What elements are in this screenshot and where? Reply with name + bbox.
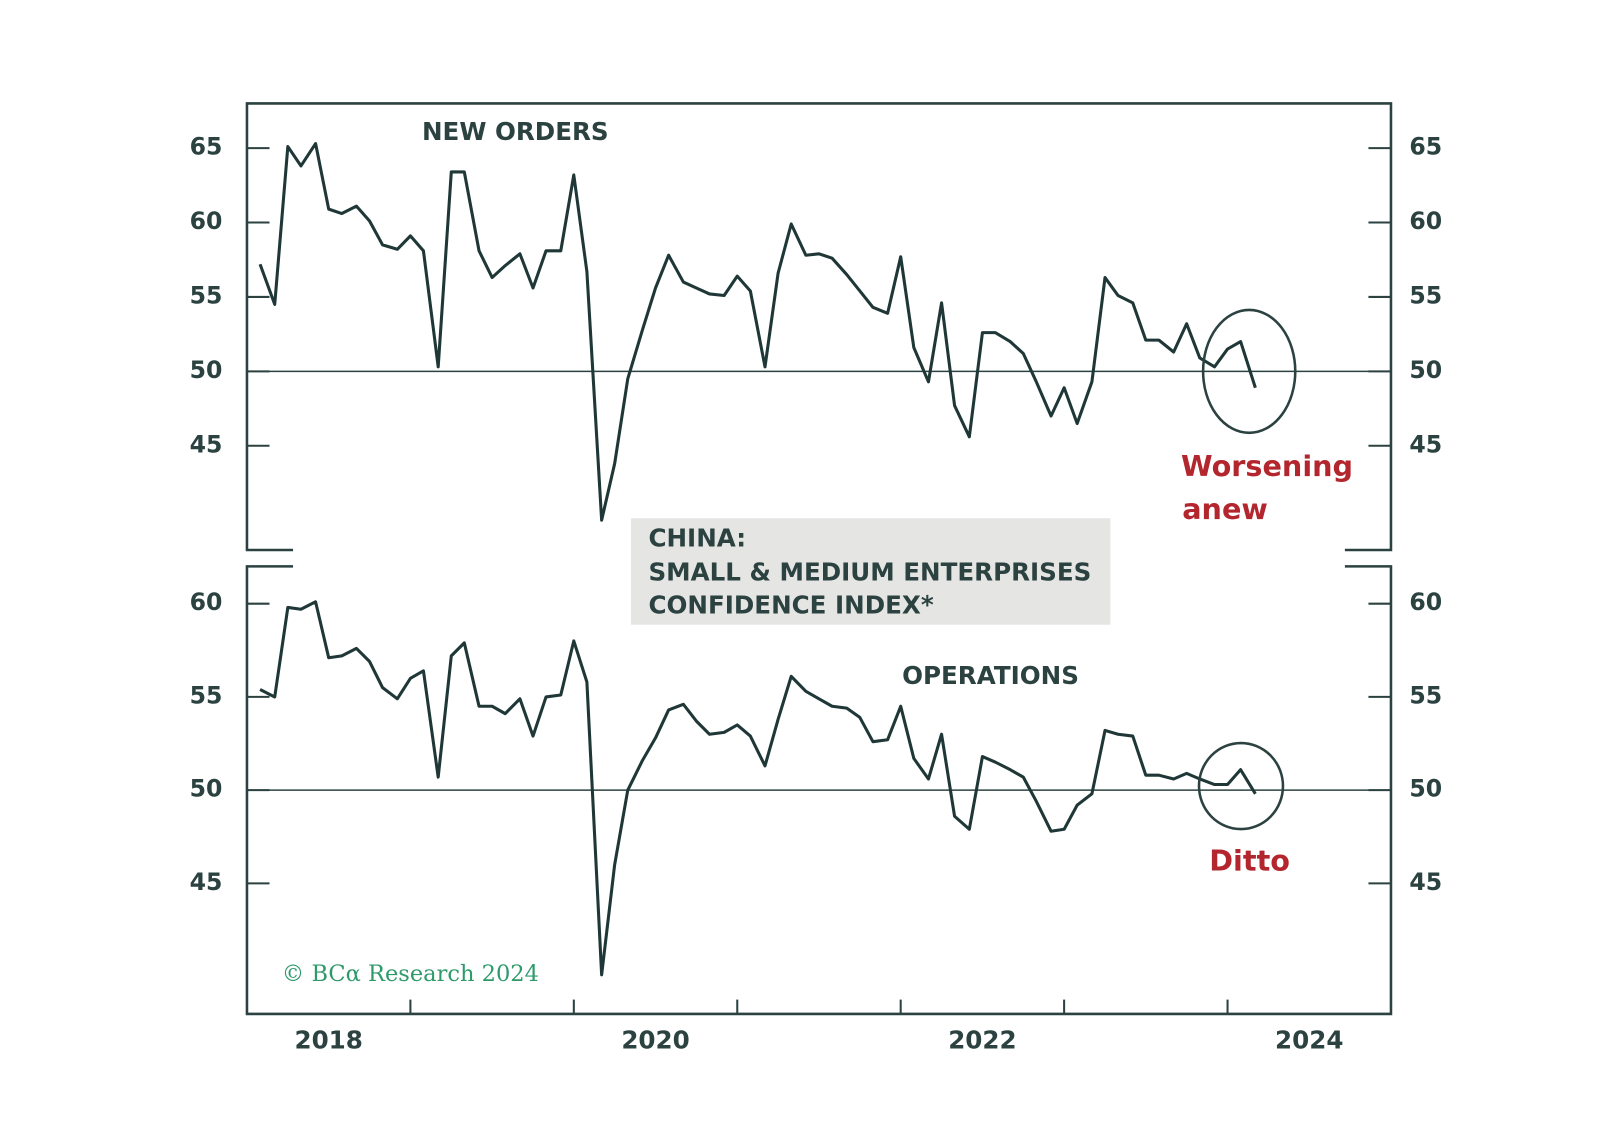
x-tick-label: 2022 xyxy=(948,1026,1016,1055)
annotation: Ditto xyxy=(1209,843,1290,877)
y-tick-label: 45 xyxy=(1409,868,1442,896)
panel-label: NEW ORDERS xyxy=(422,117,609,146)
title-box xyxy=(631,518,1111,625)
y-tick-label: 65 xyxy=(1409,133,1442,161)
highlight-circle xyxy=(1201,308,1297,435)
y-tick-label: 65 xyxy=(190,133,223,161)
panel-label: OPERATIONS xyxy=(902,661,1079,690)
title-line: CONFIDENCE INDEX* xyxy=(648,590,933,619)
title-line: CHINA: xyxy=(648,524,746,553)
y-tick-label: 60 xyxy=(190,588,223,616)
annotation: anew xyxy=(1182,492,1268,526)
y-tick-label: 45 xyxy=(190,430,223,458)
y-tick-label: 60 xyxy=(1409,588,1442,616)
y-tick-label: 55 xyxy=(190,681,223,709)
highlight-circle xyxy=(1197,741,1285,831)
y-tick-label: 50 xyxy=(190,356,223,384)
source: © BCα Research 2024 xyxy=(282,961,539,987)
y-tick-label: 45 xyxy=(190,868,223,896)
x-tick-label: 2024 xyxy=(1275,1026,1343,1055)
x-tick-label: 2020 xyxy=(621,1026,689,1055)
y-tick-label: 50 xyxy=(190,775,223,803)
y-tick-label: 60 xyxy=(1409,207,1442,235)
frame xyxy=(245,565,1393,1016)
series-line xyxy=(259,600,1257,977)
frame xyxy=(245,102,1393,552)
y-tick-label: 60 xyxy=(190,207,223,235)
y-tick-label: 55 xyxy=(1409,681,1442,709)
series-line xyxy=(258,142,1257,522)
y-tick-label: 50 xyxy=(1409,775,1442,803)
y-tick-label: 50 xyxy=(1409,356,1442,384)
title-line: SMALL & MEDIUM ENTERPRISES xyxy=(648,558,1091,587)
y-tick-label: 55 xyxy=(1409,281,1442,309)
y-tick-label: 55 xyxy=(190,281,223,309)
y-tick-label: 45 xyxy=(1409,430,1442,458)
x-tick-label: 2018 xyxy=(294,1026,362,1055)
annotation: Worsening xyxy=(1181,449,1353,483)
